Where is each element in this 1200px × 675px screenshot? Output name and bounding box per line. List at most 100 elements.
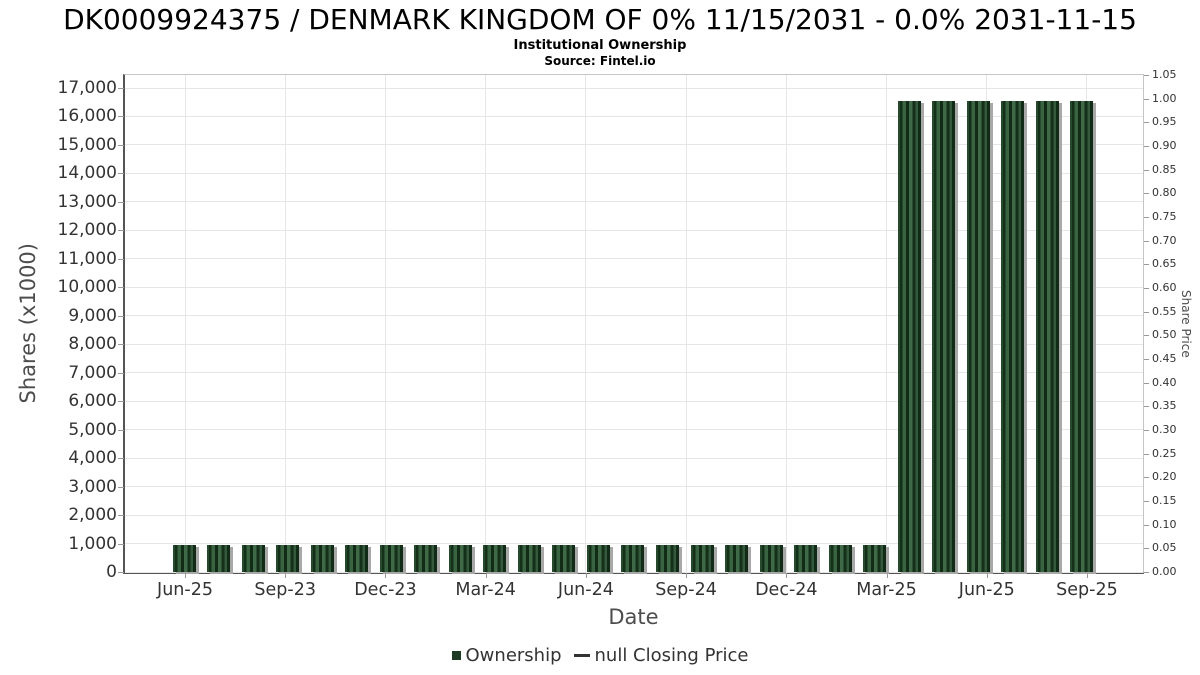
ownership-bar[interactable] xyxy=(794,545,818,572)
ownership-bar[interactable] xyxy=(863,545,887,572)
right-axis-tick-mark xyxy=(1144,98,1149,100)
legend-item-label: Ownership xyxy=(465,645,562,666)
ownership-bar[interactable] xyxy=(483,545,507,572)
right-axis-tick-mark xyxy=(1144,288,1149,289)
ownership-bar[interactable] xyxy=(414,545,438,572)
right-axis-tick-label: 0.65 xyxy=(1152,257,1177,271)
left-axis-tick-mark xyxy=(118,372,124,374)
h-gridline xyxy=(125,286,1143,288)
right-axis-tick-mark xyxy=(1144,359,1149,360)
ownership-bar[interactable] xyxy=(379,545,403,572)
h-gridline xyxy=(125,457,1143,459)
ownership-bar[interactable] xyxy=(552,545,576,572)
h-gridline xyxy=(125,486,1143,488)
right-axis-tick-label: 0.10 xyxy=(1152,517,1177,531)
right-axis-tick-label: 0.85 xyxy=(1152,162,1177,176)
ownership-bar[interactable] xyxy=(656,545,680,572)
ownership-bar[interactable] xyxy=(517,545,541,572)
v-gridline xyxy=(384,75,386,572)
left-axis-tick-mark xyxy=(118,88,124,89)
right-axis-tick-mark xyxy=(1144,240,1149,242)
right-axis-tick-label: 0.30 xyxy=(1152,423,1177,436)
ownership-bar[interactable] xyxy=(690,545,714,572)
left-axis-tick-label: 15,000 xyxy=(57,134,117,155)
x-axis-tick-mark xyxy=(185,573,186,578)
right-axis-tick-mark xyxy=(1144,169,1149,171)
right-axis-tick-mark xyxy=(1144,453,1149,455)
plot-area[interactable] xyxy=(123,74,1144,574)
right-axis-tick-label: 0.90 xyxy=(1152,139,1177,152)
right-axis-tick-label: 0.45 xyxy=(1152,352,1177,365)
legend-item-ownership[interactable]: Ownership xyxy=(451,645,562,666)
ownership-bar[interactable] xyxy=(759,545,783,572)
h-gridline xyxy=(125,229,1143,231)
v-gridline xyxy=(886,75,888,572)
ownership-bar[interactable] xyxy=(345,545,369,572)
right-axis-tick-label: 0.35 xyxy=(1152,399,1177,413)
ownership-bar[interactable] xyxy=(897,100,921,572)
ownership-bar[interactable] xyxy=(1001,100,1025,572)
left-axis-tick-mark xyxy=(118,401,124,403)
right-axis-tick-mark xyxy=(1144,501,1149,502)
left-axis-tick-mark xyxy=(118,201,124,203)
ownership-bar[interactable] xyxy=(586,545,610,572)
left-axis-tick-label: 4,000 xyxy=(68,448,117,469)
ownership-bar[interactable] xyxy=(310,545,334,572)
legend-item-null-closing-price[interactable]: null Closing Price xyxy=(573,645,748,666)
left-axis-tick-mark xyxy=(118,486,124,488)
left-axis-tick-mark xyxy=(118,344,124,346)
left-axis-tick-label: 14,000 xyxy=(57,163,117,184)
right-axis-tick-mark xyxy=(1144,193,1149,195)
ownership-bar[interactable] xyxy=(932,100,956,572)
x-axis-tick-label: Mar-25 xyxy=(856,580,917,600)
x-axis-tick-label: Jun-25 xyxy=(157,580,213,600)
v-gridline xyxy=(485,75,487,572)
ownership-bar[interactable] xyxy=(1070,100,1094,572)
h-gridline xyxy=(125,144,1143,146)
x-axis-tick-mark xyxy=(886,573,888,578)
right-axis-tick-label: 0.05 xyxy=(1152,541,1177,555)
right-axis-tick-label: 0.15 xyxy=(1152,494,1177,507)
h-gridline xyxy=(125,543,1143,545)
left-axis-tick-label: 5,000 xyxy=(68,419,117,440)
ownership-bar[interactable] xyxy=(241,545,265,572)
h-gridline xyxy=(125,258,1143,260)
right-axis-tick-mark xyxy=(1144,217,1149,218)
ownership-bar[interactable] xyxy=(1035,100,1059,572)
chart-source: Source: Fintel.io xyxy=(544,54,656,68)
h-gridline xyxy=(125,343,1143,345)
x-axis-tick-mark xyxy=(285,573,287,578)
x-axis-tick-label: Sep-24 xyxy=(655,580,717,600)
ownership-bar[interactable] xyxy=(276,545,300,572)
ownership-bar[interactable] xyxy=(966,100,990,572)
right-axis-tick-label: 0.50 xyxy=(1152,328,1177,342)
right-axis-tick-label: 0.00 xyxy=(1152,565,1177,578)
left-axis-tick-label: 6,000 xyxy=(68,391,117,412)
ownership-bar[interactable] xyxy=(828,545,852,572)
left-axis-tick-mark xyxy=(118,429,124,431)
ownership-bar[interactable] xyxy=(172,545,196,572)
x-axis-tick-label: Sep-25 xyxy=(1056,580,1118,600)
right-axis-tick-mark xyxy=(1144,477,1149,479)
x-axis-tick-label: Dec-23 xyxy=(354,580,417,600)
left-axis-tick-mark xyxy=(118,116,124,118)
left-axis-tick-label: 13,000 xyxy=(57,191,117,212)
x-axis-tick-label: Jun-25 xyxy=(958,580,1015,600)
right-axis-tick-label: 0.80 xyxy=(1152,186,1177,200)
ownership-bar[interactable] xyxy=(725,545,749,572)
ownership-bar[interactable] xyxy=(448,545,472,572)
x-axis-tick-mark xyxy=(385,573,387,578)
right-axis-tick-label: 0.75 xyxy=(1152,210,1177,223)
left-axis-tick-mark xyxy=(118,173,124,175)
right-axis-tick-mark xyxy=(1144,264,1149,266)
ownership-bar[interactable] xyxy=(621,545,645,572)
x-axis-tick-label: Dec-24 xyxy=(755,580,818,600)
left-axis-tick-mark xyxy=(118,230,124,232)
left-axis-tick-label: 1,000 xyxy=(68,533,117,554)
left-axis-tick-mark xyxy=(118,543,124,545)
ownership-bar[interactable] xyxy=(207,545,231,572)
legend-square-marker-icon xyxy=(451,651,461,660)
h-gridline xyxy=(125,429,1143,431)
left-axis-tick-label: 16,000 xyxy=(57,106,117,127)
